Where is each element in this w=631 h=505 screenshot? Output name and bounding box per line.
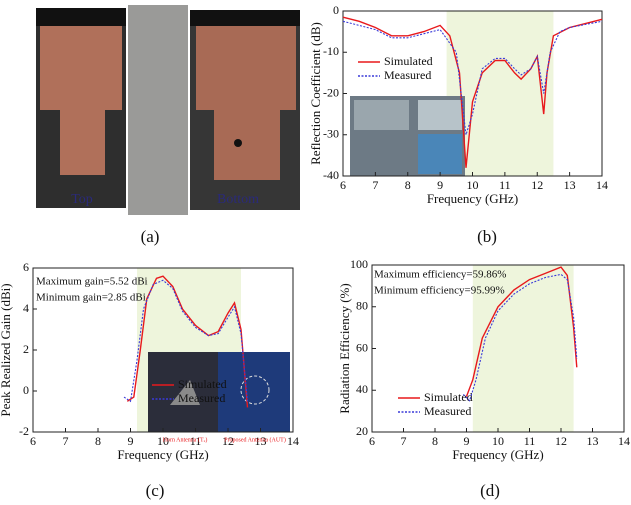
legend-label: Measured [384,68,431,82]
y-tick-label: 40 [356,382,368,396]
y-axis-title: Radiation Efficiency (%) [337,283,352,413]
y-tick-label: -20 [323,85,339,99]
x-tick-label: 11 [499,178,511,192]
legend-label: Simulated [384,54,433,68]
y-tick-label: -10 [323,44,339,58]
x-tick-label: 13 [587,434,599,448]
legend-label: Measured [424,404,471,418]
y-tick-label: -30 [323,127,339,141]
x-tick-label: 7 [401,434,407,448]
y-tick-label: 100 [350,257,368,271]
photo-strip [190,10,300,26]
y-axis-title: Reflection Coefficient (dB) [308,22,323,165]
y-tick-label: 6 [23,260,29,274]
caption: (c) [146,481,165,500]
y-tick-label: 80 [356,299,368,313]
x-tick-label: 6 [30,434,36,448]
x-tick-label: 14 [618,434,630,448]
caption: (b) [477,227,497,246]
x-axis-title: Frequency (GHz) [117,447,208,462]
x-axis-title: Frequency (GHz) [427,191,518,206]
x-tick-label: 9 [128,434,134,448]
annotation: Minimum efficiency=95.99% [374,285,505,297]
y-axis-title: Peak Realized Gain (dBi) [0,283,13,416]
x-tick-label: 11 [524,434,536,448]
page: Top Bottom (a) 678910111213140-10-20-30-… [0,0,631,505]
photo-label: Bottom [217,192,259,207]
inset-photo-part [218,352,290,432]
inset-label: Horn Antenna (Tₓ) [163,436,208,443]
legend-label: Simulated [178,377,227,391]
x-tick-label: 14 [287,434,299,448]
x-axis-title: Frequency (GHz) [452,447,543,462]
y-tick-label: 20 [356,424,368,438]
inset-photo-part [354,100,409,130]
caption: (a) [141,227,160,246]
x-tick-label: 12 [555,434,567,448]
x-tick-label: 9 [464,434,470,448]
photo-panel: Top Bottom (a) [36,5,300,246]
x-tick-label: 8 [432,434,438,448]
y-tick-label: 60 [356,340,368,354]
x-tick-label: 8 [95,434,101,448]
figure: Top Bottom (a) 678910111213140-10-20-30-… [0,0,631,505]
y-tick-label: 0 [333,3,339,17]
x-tick-label: 14 [596,178,608,192]
x-tick-label: 10 [492,434,504,448]
y-tick-label: -40 [323,168,339,182]
x-tick-label: 6 [369,434,375,448]
annotation: Minimum gain=2.85 dBi [36,292,146,304]
photo-strip [36,8,126,26]
legend-label: Measured [178,391,225,405]
photo-label: Top [71,192,93,207]
caption: (d) [480,481,500,500]
x-tick-label: 6 [340,178,346,192]
annotation: Maximum efficiency=59.86% [374,269,506,281]
photo-ruler [128,5,188,215]
x-tick-label: 12 [531,178,543,192]
photo-via [234,139,242,147]
x-tick-label: 13 [564,178,576,192]
x-tick-label: 7 [372,178,378,192]
y-tick-label: 2 [23,342,29,356]
y-tick-label: 0 [23,383,29,397]
x-tick-label: 9 [437,178,443,192]
inset-photo-part [418,100,462,130]
legend-label: Simulated [424,390,473,404]
x-tick-label: 7 [63,434,69,448]
y-tick-label: 4 [23,301,29,315]
x-tick-label: 8 [405,178,411,192]
annotation: Maximum gain=5.52 dBi [36,276,148,288]
inset-label: Proposed Antenna (AUT) [224,436,286,443]
x-tick-label: 10 [467,178,479,192]
y-tick-label: -2 [19,424,29,438]
inset-photo-part [418,134,462,174]
